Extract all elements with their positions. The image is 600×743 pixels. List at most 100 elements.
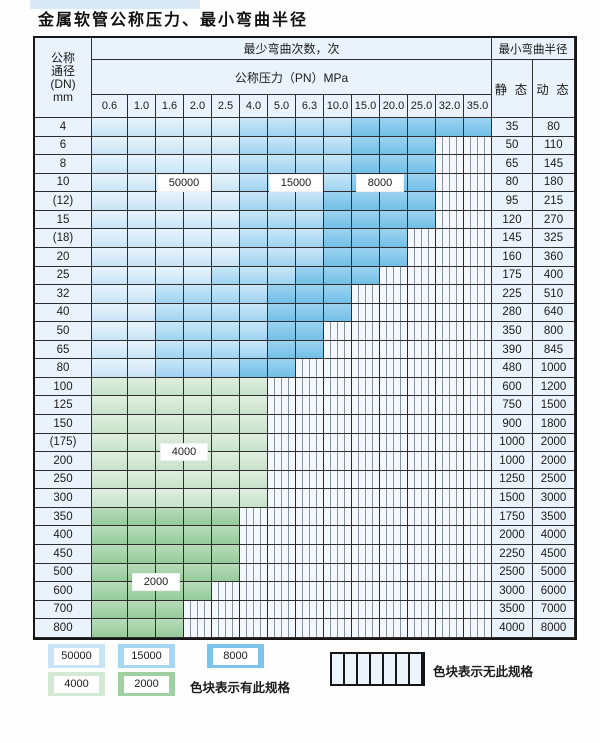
grid-cell [352,155,380,174]
grid-cell [268,303,296,323]
grid-cell [268,433,296,453]
grid-cell [268,285,296,304]
grid-cell [436,563,464,583]
grid-cell [156,470,184,490]
grid-cell [128,377,156,397]
static-value-cell: 95 [492,192,533,211]
static-value-cell: 225 [492,285,533,304]
dn-cell: 20 [35,247,92,267]
grid-cell [464,303,492,323]
grid-cell [408,322,436,341]
pressure-col-header: 20.0 [380,95,408,118]
grid-cell [240,247,268,267]
grid-cell [380,322,408,341]
grid-cell [380,247,408,267]
grid-cell [212,489,240,508]
legend-swatch-4000: 4000 [48,672,105,696]
grid-cell [380,192,408,211]
dn-cell: 6 [35,136,92,156]
grid-cell [128,507,156,527]
dn-cell: 80 [35,359,92,378]
grid-cell [156,136,184,156]
grid-cell [184,285,212,304]
dn-cell: 100 [35,377,92,397]
grid-cell [436,582,464,601]
grid-cell [352,247,380,267]
dynamic-value-cell: 7000 [533,600,575,620]
grid-cell [184,247,212,267]
grid-cell [92,266,128,286]
grid-cell [268,247,296,267]
grid-cell [352,377,380,397]
grid-cell [212,582,240,601]
pressure-col-header: 1.6 [156,95,184,118]
grid-cell [184,377,212,397]
grid-cell [128,155,156,174]
static-value-cell: 390 [492,340,533,360]
grid-cell [92,415,128,434]
grid-cell [436,173,464,193]
grid-cell [408,173,436,193]
grid-cell [184,507,212,527]
dynamic-value-cell: 145 [533,155,575,174]
grid-cell [296,210,324,230]
pressure-col-header: 35.0 [464,95,492,118]
grid-cell [324,377,352,397]
grid-cell [436,600,464,620]
grid-cell [464,210,492,230]
grid-cell [464,285,492,304]
pressure-col-header: 0.6 [92,95,128,118]
grid-cell [464,173,492,193]
grid-cell [408,266,436,286]
grid-cell [184,359,212,378]
grid-cell [212,118,240,137]
pressure-header: 公称压力（PN）MPa [92,60,492,95]
grid-cell [352,340,380,360]
pressure-col-header: 32.0 [436,95,464,118]
grid-cell [240,155,268,174]
grid-cell [324,359,352,378]
grid-cell [380,433,408,453]
dynamic-value-cell: 325 [533,229,575,248]
grid-cell [240,619,268,638]
grid-cell [436,229,464,248]
grid-cell [352,359,380,378]
grid-cell [92,322,128,341]
grid-cell [380,303,408,323]
grid-cell [464,452,492,471]
grid-cell [436,136,464,156]
dn-cell: 10 [35,173,92,193]
grid-cell [324,526,352,545]
grid-cell [92,507,128,527]
grid-cell [352,600,380,620]
grid-cell [92,359,128,378]
grid-cell [324,507,352,527]
grid-cell [296,563,324,583]
grid-cell [408,192,436,211]
dynamic-value-cell: 800 [533,322,575,341]
grid-cell [184,619,212,638]
grid-cell [380,340,408,360]
grid-cell [408,489,436,508]
dn-cell: 25 [35,266,92,286]
grid-cell [324,563,352,583]
grid-cell [268,118,296,137]
grid-cell [128,229,156,248]
grid-cell [324,247,352,267]
grid-cell [92,489,128,508]
grid-cell [352,452,380,471]
grid-cell [212,377,240,397]
pressure-col-header: 2.5 [212,95,240,118]
dn-header-line: mm [53,89,73,104]
grid-cell [92,303,128,323]
grid-cell [92,118,128,137]
pressure-col-header: 4.0 [240,95,268,118]
grid-cell [240,452,268,471]
grid-cell [240,266,268,286]
grid-cell [212,507,240,527]
grid-cell [352,582,380,601]
grid-cell [464,470,492,490]
dn-header-line: 通径 [50,63,75,78]
dynamic-value-cell: 845 [533,340,575,360]
grid-cell [128,470,156,490]
